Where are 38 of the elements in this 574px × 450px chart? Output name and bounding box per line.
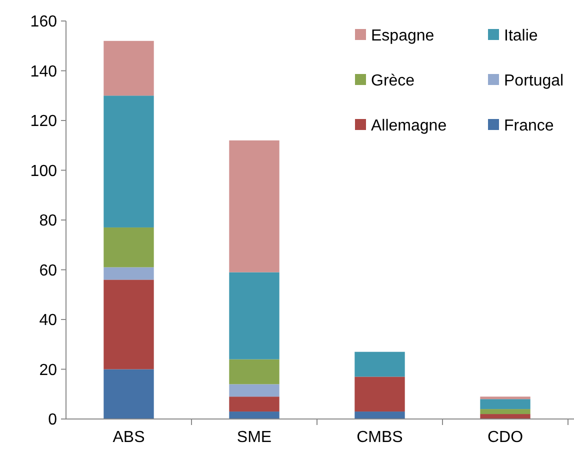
bar	[104, 369, 154, 419]
bar	[354, 412, 405, 419]
legend-label: France	[504, 118, 554, 135]
x-tick-label: SME	[236, 429, 272, 446]
legend-label: Portugal	[504, 72, 564, 90]
y-tick-label: 100	[30, 162, 58, 180]
bar	[229, 272, 280, 360]
y-tick-label: 80	[39, 212, 58, 230]
bar	[229, 359, 280, 384]
x-tick-label: ABS	[112, 429, 145, 446]
y-tick-label: 140	[30, 63, 58, 80]
bar	[229, 412, 280, 419]
y-tick-label: 20	[39, 362, 58, 379]
x-tick-label: CDO	[487, 429, 524, 446]
bar	[480, 399, 530, 410]
legend-label: Grèce	[371, 72, 415, 90]
bar	[354, 376, 405, 412]
bar	[104, 96, 154, 228]
bar	[229, 140, 280, 272]
y-tick-label: 120	[30, 113, 58, 130]
bar	[480, 414, 530, 419]
bar	[480, 396, 530, 400]
bar	[229, 396, 280, 412]
bar	[104, 227, 154, 268]
y-tick-label: 40	[39, 312, 58, 330]
bar	[104, 40, 154, 96]
legend-label: Italie	[504, 28, 538, 45]
legend-label: Allemagne	[371, 118, 447, 135]
x-tick-label: CMBS	[356, 429, 403, 446]
bar	[480, 409, 530, 414]
y-tick-label: 60	[39, 262, 58, 280]
y-tick-label: 0	[48, 412, 58, 429]
legend-label: Espagne	[371, 28, 434, 45]
bar	[229, 384, 280, 397]
y-tick-label: 160	[30, 14, 58, 31]
bar	[104, 280, 154, 370]
bar	[104, 267, 154, 280]
bar	[354, 352, 405, 377]
